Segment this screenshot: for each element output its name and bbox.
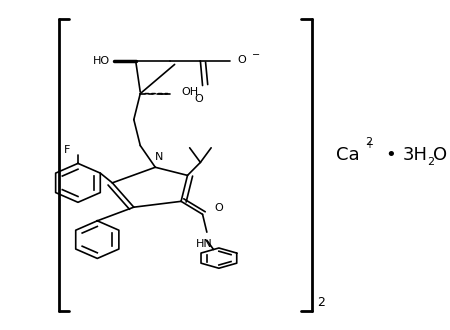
Text: −: − (252, 50, 260, 60)
Text: OH: OH (181, 87, 198, 97)
Text: HN: HN (196, 239, 213, 248)
Text: O: O (194, 94, 202, 104)
Text: Ca: Ca (336, 146, 360, 164)
Text: •: • (385, 146, 396, 164)
Text: 2: 2 (317, 296, 325, 310)
Text: O: O (433, 146, 447, 164)
Text: +: + (365, 140, 373, 150)
Text: N: N (154, 152, 163, 162)
Text: O: O (237, 54, 246, 65)
Text: 2: 2 (427, 157, 434, 167)
Text: 2: 2 (365, 137, 372, 147)
Text: HO: HO (93, 56, 110, 66)
Text: O: O (215, 204, 223, 214)
Text: F: F (64, 145, 70, 155)
Text: 3H: 3H (402, 146, 428, 164)
